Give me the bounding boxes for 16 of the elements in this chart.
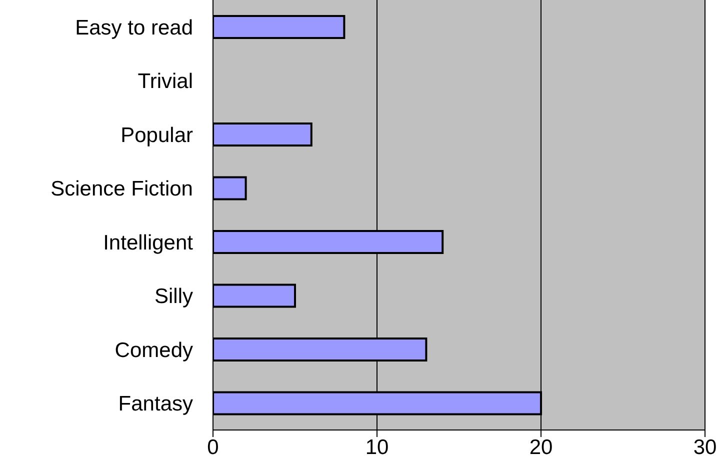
y-tick-label: Silly	[154, 285, 194, 308]
bar	[213, 284, 296, 308]
bar	[213, 176, 247, 200]
y-tick-label: Science Fiction	[50, 178, 193, 201]
y-tick-label: Intelligent	[103, 231, 194, 254]
y-tick-label: Comedy	[114, 338, 194, 362]
bar	[213, 15, 346, 39]
x-tick-label: 0	[207, 436, 219, 459]
y-tick-label: Popular	[120, 124, 193, 147]
bar	[213, 122, 312, 146]
y-tick-label: Trivial	[138, 70, 193, 94]
x-tick-label: 30	[693, 436, 717, 459]
x-tick-label: 10	[365, 436, 389, 459]
y-tick-label: Fantasy	[118, 392, 194, 416]
y-tick-label: Easy to read	[75, 16, 193, 40]
x-tick-label: 20	[529, 436, 553, 459]
